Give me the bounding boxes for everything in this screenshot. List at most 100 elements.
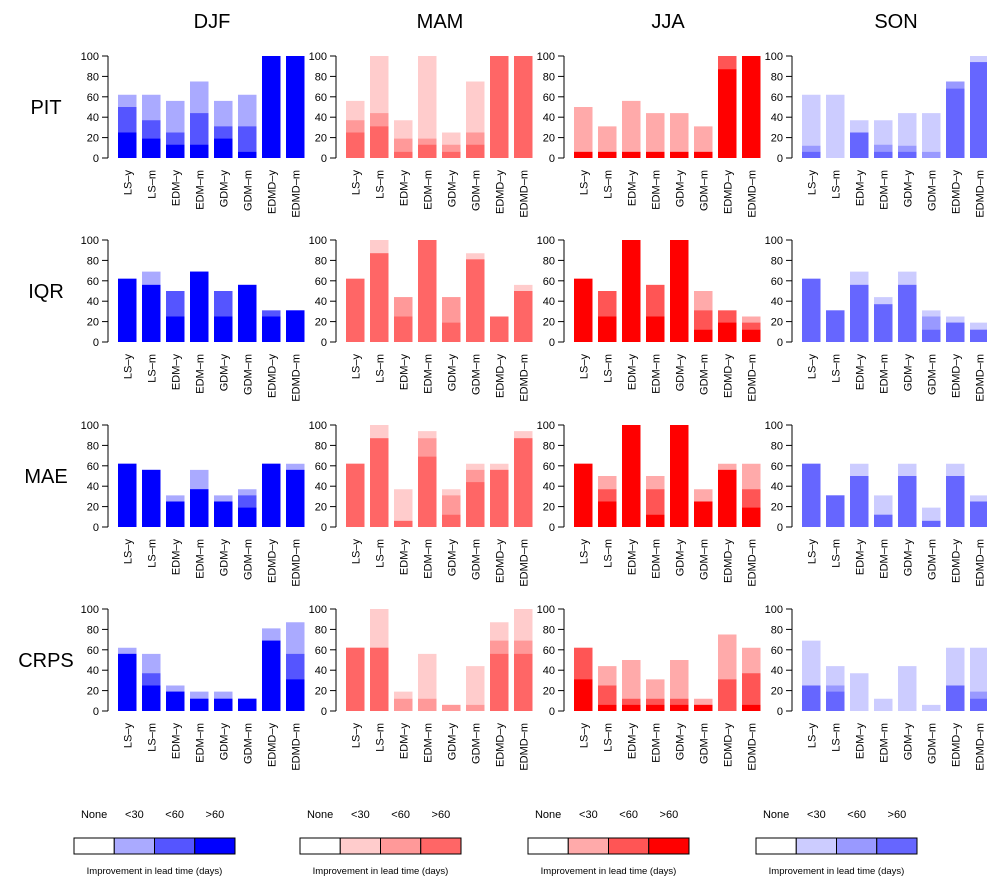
bar-edmdm-level-3 xyxy=(286,56,305,158)
category-label: EDM–m xyxy=(878,723,890,763)
bar-lsm-level-3 xyxy=(142,284,161,342)
bar-lsy-level-1 xyxy=(574,107,593,158)
bar-edmdy-level-3 xyxy=(946,685,965,711)
season-title-son: SON xyxy=(874,11,917,33)
panel-crps-mam: 0 20 40 60 80 100 LS–y LS–m EDM–y EDM–m GDM–y GDM–m… xyxy=(309,604,533,771)
panel-crps-djf: 0 20 40 60 80 100 LS–y LS–m EDM–y EDM–m GDM–y GDM–m… xyxy=(81,604,305,771)
category-label: EDM–m xyxy=(878,539,890,579)
category-label: GDM–m xyxy=(470,539,482,580)
bar-gdmy-level-3 xyxy=(442,151,461,158)
bar-edmm-level-3 xyxy=(418,240,437,342)
category-label: EDMD–m xyxy=(290,539,302,587)
legend-swatch-3 xyxy=(608,837,650,855)
y-tick-label: 0 xyxy=(549,153,555,165)
bar-edmm-level-3 xyxy=(190,698,209,711)
category-label: EDM–m xyxy=(878,170,890,210)
category-label: LS–y xyxy=(806,723,818,749)
y-tick-label: 0 xyxy=(321,706,327,718)
bar-edmm-level-3 xyxy=(646,151,665,158)
category-label: GDM–y xyxy=(674,170,686,208)
bar-lsy-level-3 xyxy=(346,132,365,158)
bar-gdmy-level-3 xyxy=(898,284,917,342)
bar-lsm-level-3 xyxy=(826,691,845,711)
bar-edmdm-level-3 xyxy=(286,310,305,342)
bar-edmdy-level-3 xyxy=(262,316,281,342)
panel-pit-djf: 0 20 40 60 80 100 LS–y LS–m EDM–y EDM–m GDM–y GDM–m… xyxy=(81,51,305,218)
y-tick-label: 60 xyxy=(315,645,327,657)
y-tick-label: 60 xyxy=(87,92,99,104)
category-label: EDM–y xyxy=(854,354,866,391)
legend-swatch-1 xyxy=(299,837,341,855)
y-tick-label: 100 xyxy=(537,420,555,432)
y-tick-label: 40 xyxy=(315,481,327,493)
category-label: LS–m xyxy=(374,354,386,383)
bar-edmm-level-3 xyxy=(646,704,665,711)
category-label: EDMD–y xyxy=(266,354,278,399)
legend-swatch-2 xyxy=(567,837,609,855)
metric-label-pit: PIT xyxy=(30,97,61,119)
category-label: EDM–y xyxy=(626,170,638,207)
category-label: EDMD–m xyxy=(290,723,302,771)
category-label: EDMD–y xyxy=(266,170,278,215)
y-tick-label: 0 xyxy=(777,522,783,534)
bar-gdmm-level-3 xyxy=(466,144,485,158)
category-label: LS–y xyxy=(122,539,134,565)
legend-swatch-2 xyxy=(113,837,155,855)
y-tick-label: 80 xyxy=(87,440,99,452)
bar-lsm-level-3 xyxy=(370,253,389,342)
legend-label: <60 xyxy=(847,809,866,821)
y-tick-label: 100 xyxy=(765,235,783,247)
bar-edmm-level-3 xyxy=(874,304,893,342)
category-label: EDMD–m xyxy=(290,170,302,218)
y-tick-label: 20 xyxy=(771,317,783,329)
category-label: GDM–m xyxy=(470,170,482,211)
category-label: EDMD–y xyxy=(722,723,734,768)
bar-gdmm-level-3 xyxy=(466,482,485,527)
category-label: GDM–m xyxy=(470,723,482,764)
category-label: EDM–y xyxy=(854,539,866,576)
bar-edmy-level-3 xyxy=(166,144,185,158)
y-tick-label: 60 xyxy=(87,276,99,288)
bar-edmy-level-3 xyxy=(166,316,185,342)
bar-edmdm-level-3 xyxy=(286,469,305,527)
y-tick-label: 20 xyxy=(315,133,327,145)
category-label: EDM–m xyxy=(650,170,662,210)
bar-edmdm-level-3 xyxy=(742,329,761,342)
y-tick-label: 0 xyxy=(777,706,783,718)
panel-iqr-jja: 0 20 40 60 80 100 LS–y LS–m EDM–y EDM–m GDM–y GDM–m… xyxy=(537,235,761,402)
y-tick-label: 0 xyxy=(321,522,327,534)
y-tick-label: 100 xyxy=(81,235,99,247)
category-label: GDM–m xyxy=(242,170,254,211)
bar-lsm-level-2 xyxy=(598,685,617,711)
panel-pit-son: 0 20 40 60 80 100 LS–y LS–m EDM–y EDM–m GDM–y GDM–m… xyxy=(765,51,987,218)
category-label: LS–y xyxy=(350,723,362,749)
bar-edmm-level-3 xyxy=(190,144,209,158)
panel-iqr-djf: 0 20 40 60 80 100 LS–y LS–m EDM–y EDM–m GDM–y GDM–m… xyxy=(81,235,305,402)
metric-label-mae: MAE xyxy=(24,466,67,488)
y-tick-label: 20 xyxy=(771,502,783,514)
y-tick-label: 100 xyxy=(309,235,327,247)
panel-mae-son: 0 20 40 60 80 100 LS–y LS–m EDM–y EDM–m GDM–y GDM–m… xyxy=(765,420,987,587)
category-label: GDM–m xyxy=(242,539,254,580)
panel-mae-djf: 0 20 40 60 80 100 LS–y LS–m EDM–y EDM–m GDM–y GDM–m… xyxy=(81,420,305,587)
bar-edmy-level-1 xyxy=(622,100,641,158)
bar-gdmm-level-1 xyxy=(922,113,941,158)
category-label: LS–m xyxy=(146,723,158,752)
category-label: EDM–m xyxy=(422,170,434,210)
y-tick-label: 100 xyxy=(309,604,327,616)
legend-label: <60 xyxy=(391,809,410,821)
bar-edmdm-level-3 xyxy=(742,56,761,158)
category-label: LS–y xyxy=(578,723,590,749)
y-tick-label: 20 xyxy=(315,317,327,329)
category-label: EDMD–m xyxy=(518,170,530,218)
category-label: EDM–m xyxy=(650,723,662,763)
category-label: LS–m xyxy=(146,354,158,383)
bar-edmdm-level-3 xyxy=(970,329,987,342)
bar-gdmy-level-3 xyxy=(898,476,917,527)
bar-edmdm-level-3 xyxy=(970,501,987,527)
y-tick-label: 60 xyxy=(315,92,327,104)
y-tick-label: 0 xyxy=(777,153,783,165)
legend-swatch-1 xyxy=(755,837,797,855)
category-label: LS–m xyxy=(374,170,386,199)
category-label: EDMD–y xyxy=(722,539,734,584)
